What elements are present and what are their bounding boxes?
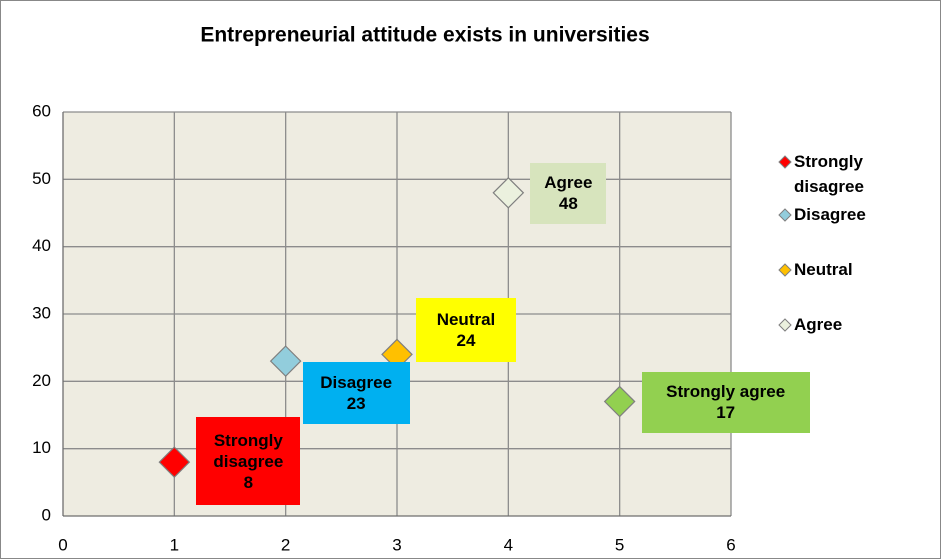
x-tick-label: 2 [281,535,290,554]
legend-label: Strongly disagree [794,152,864,196]
y-tick-label: 50 [32,169,51,188]
point [269,345,302,377]
x-tick-label: 4 [504,535,513,554]
y-tick-label: 20 [32,371,51,390]
legend-marker [778,263,792,277]
legend-entry: Disagree [778,202,888,227]
legend-marker-box [778,208,792,222]
legend-marker-box [778,263,792,277]
x-tick-label: 5 [615,535,624,554]
x-tick-label: 0 [58,535,67,554]
y-tick-label: 0 [42,505,51,524]
y-tick-label: 60 [32,101,51,120]
y-tick-label: 40 [32,236,51,255]
legend-marker [778,208,792,222]
legend-label: Agree [794,315,843,334]
legend-marker-box [778,155,792,169]
x-tick-label: 1 [170,535,179,554]
legend-label: Disagree [794,205,866,224]
data-label: Disagree 23 [302,362,410,425]
data-label: Neutral 24 [416,298,516,363]
point [492,176,525,209]
data-label-value: 8 [243,472,254,492]
data-label-name: Disagree [320,373,393,393]
data-label-name: Strongly agree [666,382,786,402]
y-tick-label: 30 [32,303,51,322]
y-tick-label: 10 [32,438,51,457]
data-label-value: 48 [558,194,578,214]
point [158,446,191,478]
legend-marker [778,318,792,332]
data-label-value: 24 [456,331,476,351]
legend-entry: Strongly disagree [778,149,888,199]
legend-marker [778,155,792,169]
x-tick-label: 6 [726,535,735,554]
data-label-name: Strongly disagree [213,430,284,471]
data-label: Strongly disagree 8 [196,417,301,506]
data-label-name: Agree [544,173,593,193]
data-label-name: Neutral [436,310,496,330]
x-tick-label: 3 [392,535,401,554]
legend-label: Neutral [794,260,853,279]
data-label-value: 23 [346,394,366,414]
chart-title: Entrepreneurial attitude exists in unive… [200,24,649,47]
legend-entry: Neutral [778,257,888,282]
data-label-value: 17 [716,403,736,423]
legend-marker-box [778,318,792,332]
legend-entry: Agree [778,312,888,337]
point [603,385,636,418]
data-label: Strongly agree 17 [641,371,810,433]
data-label: Agree 48 [530,162,607,224]
